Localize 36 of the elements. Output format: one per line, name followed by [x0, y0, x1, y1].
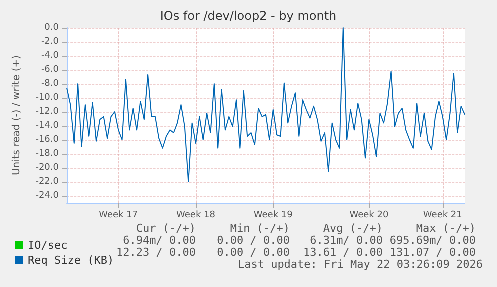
y-tick-label: -12.0 [36, 107, 60, 117]
text: Last update: Fri May 22 03:26:09 2026 [238, 258, 483, 271]
y-tick-label: -16.0 [36, 135, 60, 145]
text: Cur (-/+) [136, 222, 196, 235]
text: 13.61 / 0.00 [304, 246, 383, 259]
x-tick-label: Week 17 [99, 210, 138, 220]
text: Avg (-/+) [323, 222, 383, 235]
y-tick-label: -6.0 [41, 65, 60, 75]
legend-label: Req Size (KB) [28, 254, 114, 267]
legend-label: IO/sec [28, 239, 68, 252]
y-axis-title: Units read (-) / write (+) [12, 55, 22, 176]
x-tick-label: Week 21 [423, 210, 462, 220]
text: 0.00 / 0.00 [217, 234, 290, 247]
y-tick-label: 0.0 [44, 23, 60, 33]
x-tick-label: Week 19 [254, 210, 294, 220]
text: Min (-/+) [230, 222, 290, 235]
x-tick-label: Week 20 [350, 210, 389, 220]
text: 6.94m/ 0.00 [123, 234, 196, 247]
chart-title: IOs for /dev/loop2 - by month [160, 9, 337, 23]
text: Max (-/+) [416, 222, 476, 235]
y-tick-label: -8.0 [41, 79, 60, 89]
y-tick-label: -4.0 [41, 51, 60, 61]
text: 6.31m/ 0.00 [310, 234, 383, 247]
text: 695.69m/ 0.00 [390, 234, 476, 247]
y-tick-label: -24.0 [36, 191, 60, 201]
text: 12.23 / 0.00 [116, 246, 196, 259]
line-series [66, 28, 466, 182]
y-tick-label: -14.0 [36, 121, 60, 131]
text: 0.00 / 0.00 [217, 246, 290, 259]
y-tick-label: -2.0 [41, 37, 60, 47]
y-tick-label: -18.0 [36, 149, 60, 159]
y-tick-label: -20.0 [36, 163, 60, 173]
x-tick-label: Week 18 [176, 210, 216, 220]
y-tick-label: -22.0 [36, 177, 60, 187]
text: 131.07 / 0.00 [390, 246, 476, 259]
y-tick-label: -10.0 [36, 93, 60, 103]
